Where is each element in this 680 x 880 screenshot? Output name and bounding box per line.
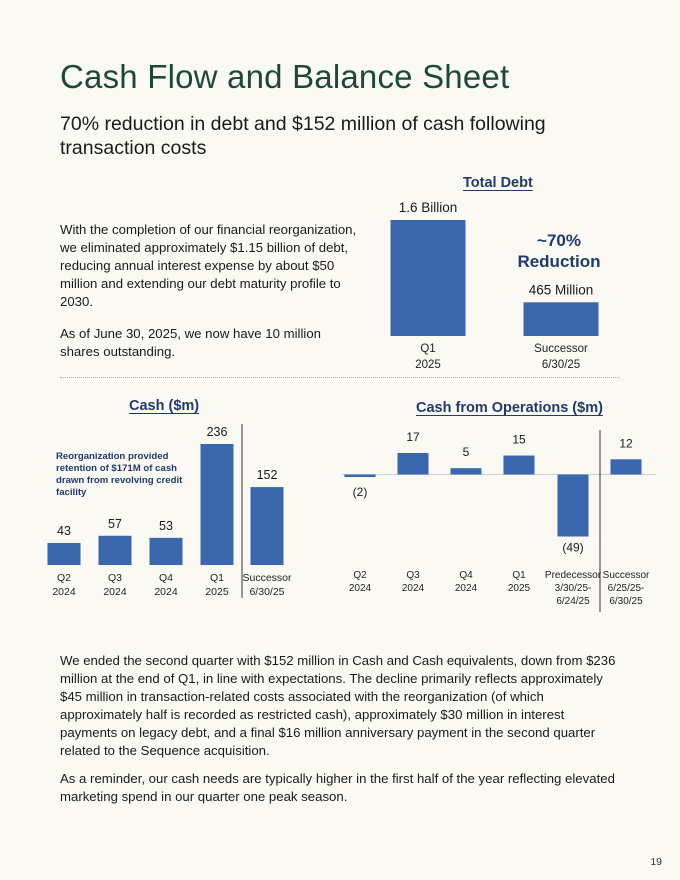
cash-chart-title: Cash ($m)	[129, 398, 200, 414]
cfo-category-label-2-1: 2024	[455, 583, 478, 594]
cfo-bar-0	[344, 474, 376, 478]
cfo-bar-1	[397, 452, 429, 475]
debt-reduction-callout: ~70% Reduction	[505, 230, 613, 272]
cfo-category-label-2-0: Q4	[459, 570, 473, 581]
page-title: Cash Flow and Balance Sheet	[60, 58, 510, 95]
total-debt-value-label-1: 465 Million	[529, 282, 594, 297]
cash-category-label-1-0: Q3	[108, 572, 122, 584]
total-debt-category-label-1-0: Successor	[534, 343, 588, 355]
cfo-category-label-4-0: Predecessor	[545, 570, 602, 581]
section-divider	[60, 377, 620, 378]
cfo-category-label-1-1: 2024	[402, 583, 425, 594]
cfo-bar-4	[557, 474, 589, 537]
total-debt-bar-0	[390, 220, 466, 336]
cash-category-label-2-0: Q4	[159, 572, 173, 584]
cash-category-label-3-0: Q1	[210, 572, 224, 584]
cash-bar-4	[250, 487, 284, 565]
cfo-category-label-3-1: 2025	[508, 583, 531, 594]
total-debt-category-label-0-1: 2025	[415, 359, 441, 371]
cfo-bar-5	[610, 459, 642, 475]
bottom-paragraph-1: We ended the second quarter with $152 mi…	[60, 653, 616, 758]
cfo-value-label-2: 5	[463, 445, 470, 459]
cfo-value-label-4: (49)	[562, 541, 583, 555]
cfo-category-label-5-0: Successor	[603, 570, 650, 581]
cfo-value-label-0: (2)	[353, 485, 368, 499]
cfo-category-label-5-1: 6/25/25-	[608, 583, 645, 594]
total-debt-category-label-0-0: Q1	[420, 343, 435, 355]
total-debt-value-label-0: 1.6 Billion	[399, 200, 458, 215]
page-subtitle: 70% reduction in debt and $152 million o…	[60, 113, 546, 159]
cfo-category-label-3-0: Q1	[512, 570, 526, 581]
bottom-paragraph-2: As a reminder, our cash needs are typica…	[60, 771, 615, 804]
cash-bar-1	[98, 535, 132, 565]
cash-category-label-0-1: 2024	[52, 586, 76, 598]
cash-value-label-3: 236	[207, 425, 228, 439]
intro-paragraph-1: With the completion of our financial reo…	[60, 222, 357, 309]
cash-bar-0	[47, 542, 81, 565]
cfo-category-label-4-1: 3/30/25-	[555, 583, 592, 594]
cfo-category-label-5-2: 6/30/25	[609, 596, 643, 607]
cash-reorganization-note: Reorganization provided retention of $17…	[56, 451, 183, 498]
cash-category-label-3-1: 2025	[205, 586, 229, 598]
cfo-value-label-5: 12	[619, 436, 633, 450]
cash-value-label-0: 43	[57, 524, 71, 538]
cash-value-label-4: 152	[257, 468, 278, 482]
cfo-value-label-3: 15	[512, 433, 526, 447]
cash-category-label-4-0: Successor	[242, 572, 292, 584]
total-debt-chart-title: Total Debt	[463, 175, 533, 191]
cash-category-label-1-1: 2024	[103, 586, 127, 598]
cash-category-label-2-1: 2024	[154, 586, 178, 598]
cash-category-label-4-1: 6/30/25	[249, 586, 284, 598]
cash-value-label-2: 53	[159, 519, 173, 533]
intro-paragraph-2: As of June 30, 2025, we now have 10 mill…	[60, 326, 321, 359]
cash-bar-3	[200, 444, 234, 565]
cfo-chart-title: Cash from Operations ($m)	[416, 400, 603, 416]
total-debt-bar-1	[523, 302, 599, 336]
cfo-category-label-0-1: 2024	[349, 583, 372, 594]
cfo-value-label-1: 17	[406, 430, 420, 444]
cash-bar-2	[149, 537, 183, 565]
reduction-percent: ~70%	[537, 231, 581, 250]
total-debt-category-label-1-1: 6/30/25	[542, 359, 580, 371]
page-number: 19	[650, 856, 662, 868]
cash-value-label-1: 57	[108, 517, 122, 531]
cfo-bar-3	[503, 455, 535, 475]
cfo-category-label-1-0: Q3	[406, 570, 420, 581]
reduction-label: Reduction	[517, 252, 601, 271]
cfo-bar-2	[450, 468, 482, 475]
cfo-category-label-4-2: 6/24/25	[556, 596, 590, 607]
cash-category-label-0-0: Q2	[57, 572, 71, 584]
cfo-category-label-0-0: Q2	[353, 570, 367, 581]
